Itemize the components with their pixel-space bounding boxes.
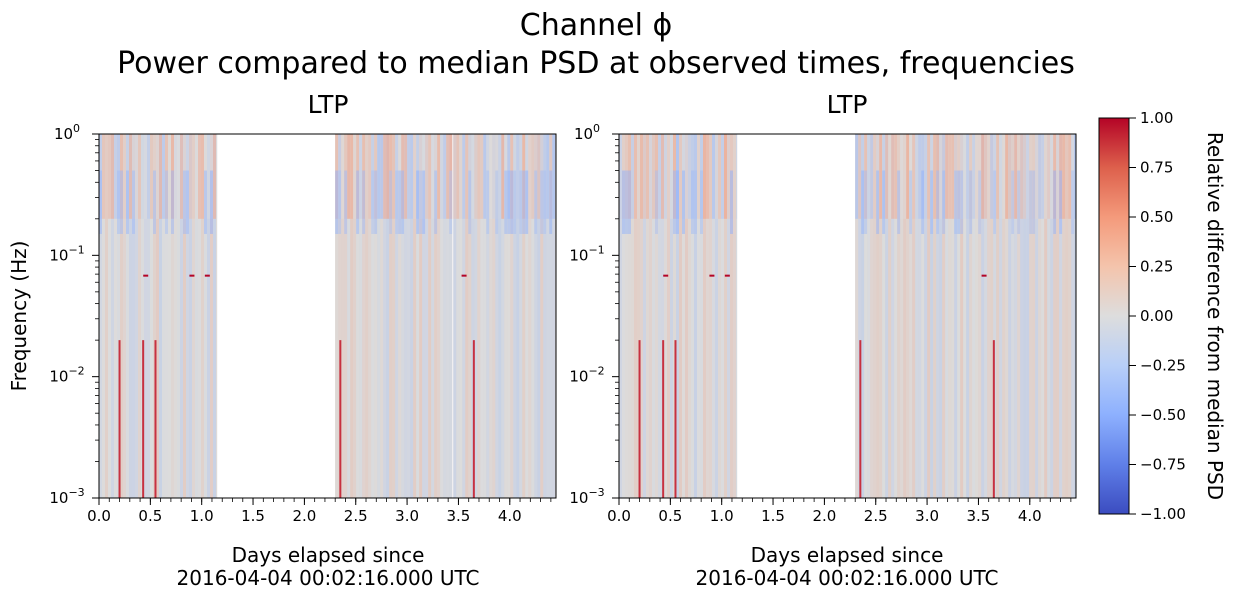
heatmap-segment [99,134,218,498]
colorbar-tick-label: 0.00 [1140,307,1173,325]
panel-right: LTP 0.0 0.5 1.0 1.5 2.0 2.5 3.0 3.5 4.0 10−3 10−2 1… [569,90,1077,590]
x-tick-label: 0.5 [658,507,682,525]
spike-line [142,340,145,498]
spike-line [992,340,995,498]
panel-title: LTP [827,90,868,119]
red-mark [709,274,715,277]
colorbar-tick-label: 0.75 [1140,159,1173,177]
colorbar-tick-label: 0.25 [1140,258,1173,276]
colorbar-tick-label: −0.50 [1140,406,1186,424]
colorbar-ticks: 1.00 0.75 0.50 0.25 0.00 −0.25 −0.50 −0.75 −1.00 [1129,109,1186,523]
colorbar: 1.00 0.75 0.50 0.25 0.00 −0.25 −0.50 −0.75 −1.00… [1098,109,1227,523]
x-tick-label: 0.0 [87,507,111,525]
spike-line [638,340,641,498]
red-mark [189,274,195,277]
heatmap-segment [453,134,556,498]
x-tick-label: 1.5 [241,507,265,525]
colorbar-label: Relative difference from median PSD [1203,132,1227,500]
colorbar-gradient [1098,117,1130,515]
x-tick-label: 3.0 [915,507,939,525]
x-tick-label: 1.0 [710,507,734,525]
panel-left: LTP 0.0 0.5 1.0 1.5 2.0 2.5 3.0 3.5 4.0 10−3 10−2 1… [7,90,557,590]
red-mark [663,274,669,277]
red-mark [724,274,730,277]
colorbar-tick-label: −0.25 [1140,357,1186,375]
x-tick-label: 1.5 [761,507,785,525]
figure-title-line1: Channel ϕ [520,8,673,43]
spike-line [154,340,157,498]
x-tick-label: 3.5 [967,507,991,525]
figure-title-line2: Power compared to median PSD at observed… [117,46,1075,81]
x-tick-label: 3.0 [395,507,419,525]
x-tick-label: 0.0 [607,507,631,525]
x-tick-label: 4.0 [498,507,522,525]
spike-line [859,340,862,498]
x-tick-label: 1.0 [190,507,214,525]
y-tick-label: 10−1 [569,243,604,264]
heatmap-segment [335,134,453,498]
spike-line [339,340,342,498]
x-tick-label: 2.5 [864,507,888,525]
x-axis-label-line2: 2016-04-04 00:02:16.000 UTC [177,566,480,590]
x-axis-label-line2: 2016-04-04 00:02:16.000 UTC [696,566,999,590]
spike-line [662,340,665,498]
x-tick-label: 3.5 [447,507,471,525]
heatmap-segment [855,134,1076,498]
y-axis-label: Frequency (Hz) [7,241,31,392]
x-tick-label: 0.5 [138,507,162,525]
spike-line [118,340,121,498]
y-tick-label: 100 [54,122,80,143]
x-tick-label: 4.0 [1018,507,1042,525]
y-tick-label: 100 [574,122,600,143]
x-axis-label-line1: Days elapsed since [751,543,944,567]
red-mark [204,274,210,277]
panel-title: LTP [308,90,349,119]
colorbar-tick-label: 0.50 [1140,208,1173,226]
plot-frame [98,133,557,499]
y-tick-label: 10−2 [49,365,84,386]
heatmap-plot-area [619,134,1076,498]
y-tick-label: 10−2 [569,365,604,386]
heatmap-plot-area [99,134,556,498]
y-tick-label: 10−1 [49,243,84,264]
spike-line [674,340,677,498]
y-tick-label: 10−3 [49,486,84,507]
colorbar-tick-label: −0.75 [1140,456,1186,474]
x-axis-label-line1: Days elapsed since [232,543,425,567]
colorbar-tick-label: 1.00 [1140,109,1173,127]
y-tick-label: 10−3 [569,486,604,507]
x-tick-label: 2.0 [812,507,836,525]
x-tick-label: 2.0 [292,507,316,525]
x-tick-label: 2.5 [344,507,368,525]
red-mark [143,274,149,277]
red-mark [461,274,467,277]
heatmap-segment [619,134,738,498]
plot-frame [618,133,1077,499]
spike-line [472,340,475,498]
colorbar-tick-label: −1.00 [1140,505,1186,523]
red-mark [981,274,987,277]
